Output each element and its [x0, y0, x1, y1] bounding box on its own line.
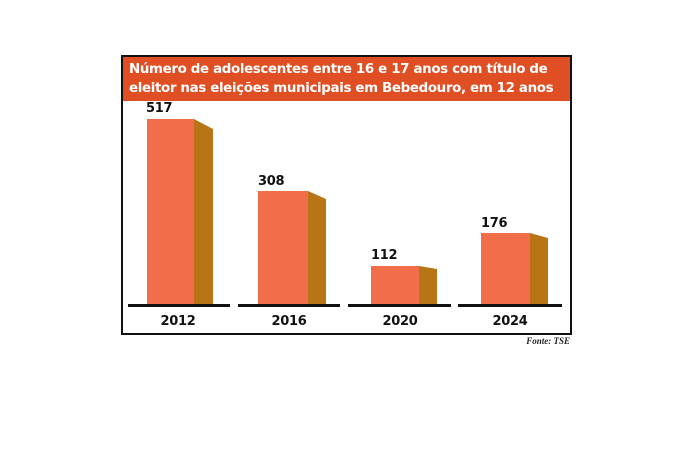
- bar-2020-side: [419, 266, 437, 305]
- bar-2024-side: [530, 233, 548, 305]
- source-note: Fonte: TSE: [526, 336, 570, 346]
- bar-2020-front: [371, 266, 419, 305]
- bar-2024-front: [481, 233, 530, 305]
- value-label-2020: 112: [371, 248, 398, 263]
- chart-title: Número de adolescentes entre 16 e 17 ano…: [123, 57, 570, 101]
- baseline-2016: [238, 304, 340, 307]
- baseline-2020: [348, 304, 451, 307]
- baseline-2012: [128, 304, 230, 307]
- value-label-2012: 517: [146, 101, 173, 116]
- category-label-2020: 2020: [382, 314, 418, 329]
- category-label-2024: 2024: [492, 314, 528, 329]
- value-label-2024: 176: [481, 216, 508, 231]
- bar-2016-front: [258, 191, 308, 305]
- bar-2016-side: [308, 191, 326, 305]
- bar-2012-side: [194, 119, 213, 305]
- value-label-2016: 308: [258, 174, 285, 189]
- baseline-2024: [458, 304, 562, 307]
- category-label-2016: 2016: [271, 314, 307, 329]
- bar-2012-front: [147, 119, 194, 305]
- chart-title-line-2: eleitor nas eleições municipais em Bebed…: [129, 81, 554, 96]
- category-label-2012: 2012: [160, 314, 196, 329]
- chart-title-line-1: Número de adolescentes entre 16 e 17 ano…: [129, 62, 548, 77]
